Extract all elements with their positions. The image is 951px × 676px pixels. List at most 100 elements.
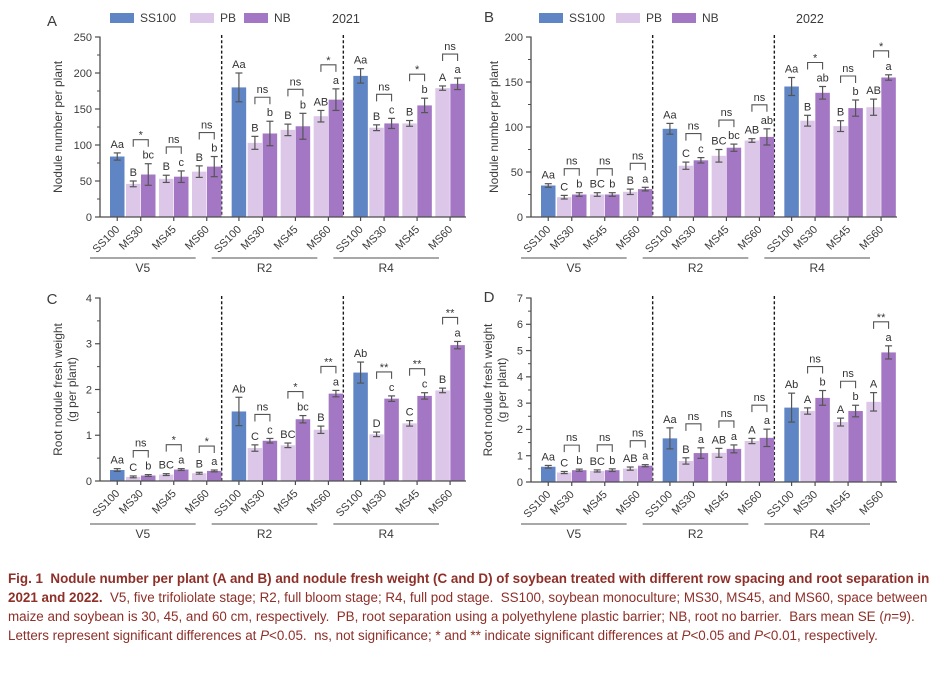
y-tick-label: 0 [517, 212, 523, 224]
stat-letter: b [300, 99, 306, 111]
y-tick-label: 200 [74, 68, 92, 80]
y-tick-label: 0 [517, 477, 523, 489]
y-tick-label: 200 [505, 32, 523, 44]
group-label: R2 [257, 527, 273, 541]
sig-bracket [596, 168, 613, 176]
sig-label: * [879, 41, 884, 53]
y-axis-label: Root nodule fresh weight [51, 322, 65, 455]
y-axis-label: (g per plant) [65, 357, 79, 422]
sig-label: ns [599, 432, 611, 444]
stat-letter: B [196, 458, 203, 470]
bar [693, 160, 709, 217]
stat-letter: a [642, 173, 649, 185]
x-category-label: MS60 [857, 224, 886, 253]
x-category-label: SS100 [334, 488, 366, 520]
legend-swatch [539, 13, 563, 23]
y-tick-label: 6 [517, 319, 523, 331]
bar [450, 83, 465, 217]
bar [247, 448, 263, 481]
sig-label: ns [842, 368, 854, 380]
bar [141, 475, 156, 481]
y-axis-label: Nodule number per plant [51, 60, 65, 193]
x-category-label: MS45 [272, 224, 301, 253]
stat-letter: b [853, 86, 859, 98]
stat-letter: a [886, 332, 893, 344]
bar [866, 107, 881, 217]
stat-letter: B [196, 152, 203, 164]
sig-bracket [751, 404, 768, 413]
sig-bracket [629, 440, 646, 448]
caption-segment: P [681, 628, 691, 643]
bar [572, 194, 587, 217]
sig-label: ns [632, 428, 644, 440]
x-category-label: MS60 [857, 489, 886, 518]
bar [174, 176, 189, 217]
sig-bracket [442, 53, 459, 62]
stat-letter: a [455, 64, 462, 76]
sig-label: ns [566, 432, 578, 444]
stat-letter: B [251, 122, 258, 134]
stat-letter: a [178, 455, 185, 467]
caption-segment: P [260, 628, 270, 643]
x-category-label: MS45 [824, 489, 853, 518]
y-tick-label: 100 [74, 140, 92, 152]
sig-bracket [376, 371, 393, 379]
x-category-label: SS100 [765, 489, 797, 521]
y-tick-label: 100 [505, 122, 523, 134]
stat-letter: A [837, 404, 845, 416]
stat-letter: a [333, 376, 340, 388]
sig-bracket [165, 444, 182, 452]
y-tick-label: 1 [86, 430, 92, 442]
stat-letter: a [333, 75, 340, 87]
stat-letter: a [731, 431, 738, 443]
x-category-label: MS60 [183, 488, 212, 517]
bar [623, 468, 638, 482]
bar [881, 352, 896, 482]
bar [295, 419, 311, 481]
bar [815, 92, 830, 217]
group-label: V5 [566, 261, 581, 275]
x-category-label: MS30 [791, 489, 820, 518]
stat-letter: a [211, 456, 218, 468]
stat-letter: B [406, 107, 413, 119]
legend-swatch [110, 13, 134, 23]
stat-letter: A [748, 424, 756, 436]
sig-bracket [596, 444, 613, 452]
figure-caption: Fig. 1 Nodule number per plant (A and B)… [8, 569, 944, 645]
sig-label: ns [444, 41, 456, 53]
group-label: R4 [809, 527, 825, 541]
sig-bracket [563, 168, 580, 176]
x-category-label: MS30 [791, 224, 820, 253]
stat-letter: C [251, 431, 259, 443]
sig-bracket [254, 413, 271, 422]
sig-bracket [807, 365, 824, 374]
sig-label: * [139, 130, 144, 142]
sig-label: ns [754, 392, 766, 404]
bar [435, 390, 450, 481]
bar [881, 77, 896, 217]
stat-letter: C [560, 457, 568, 469]
stat-letter: Aa [111, 455, 125, 467]
group-label: R2 [257, 261, 273, 275]
bar [328, 99, 344, 217]
x-category-label: MS60 [614, 224, 643, 253]
bar [207, 166, 222, 217]
legend-swatch [616, 13, 640, 23]
stat-letter: ab [816, 73, 828, 85]
sig-bracket [685, 133, 702, 141]
legend-label: SS100 [140, 11, 176, 25]
stat-letter: BC [590, 456, 605, 468]
stat-letter: Aa [232, 59, 246, 71]
stat-letter: A [804, 394, 812, 406]
panel-label: C [47, 291, 58, 308]
bar [744, 440, 760, 482]
caption-segment: Fig. 1 Nodule number per plant (A and B)… [8, 571, 930, 605]
sig-bracket [840, 75, 857, 83]
x-category-label: MS60 [736, 489, 765, 518]
sig-bracket [254, 96, 271, 105]
x-category-label: SS100 [212, 224, 244, 256]
stat-letter: c [698, 144, 704, 156]
y-axis-label: (g per plant) [495, 358, 509, 423]
sig-bracket [718, 420, 735, 428]
legend-label: PB [646, 11, 662, 25]
